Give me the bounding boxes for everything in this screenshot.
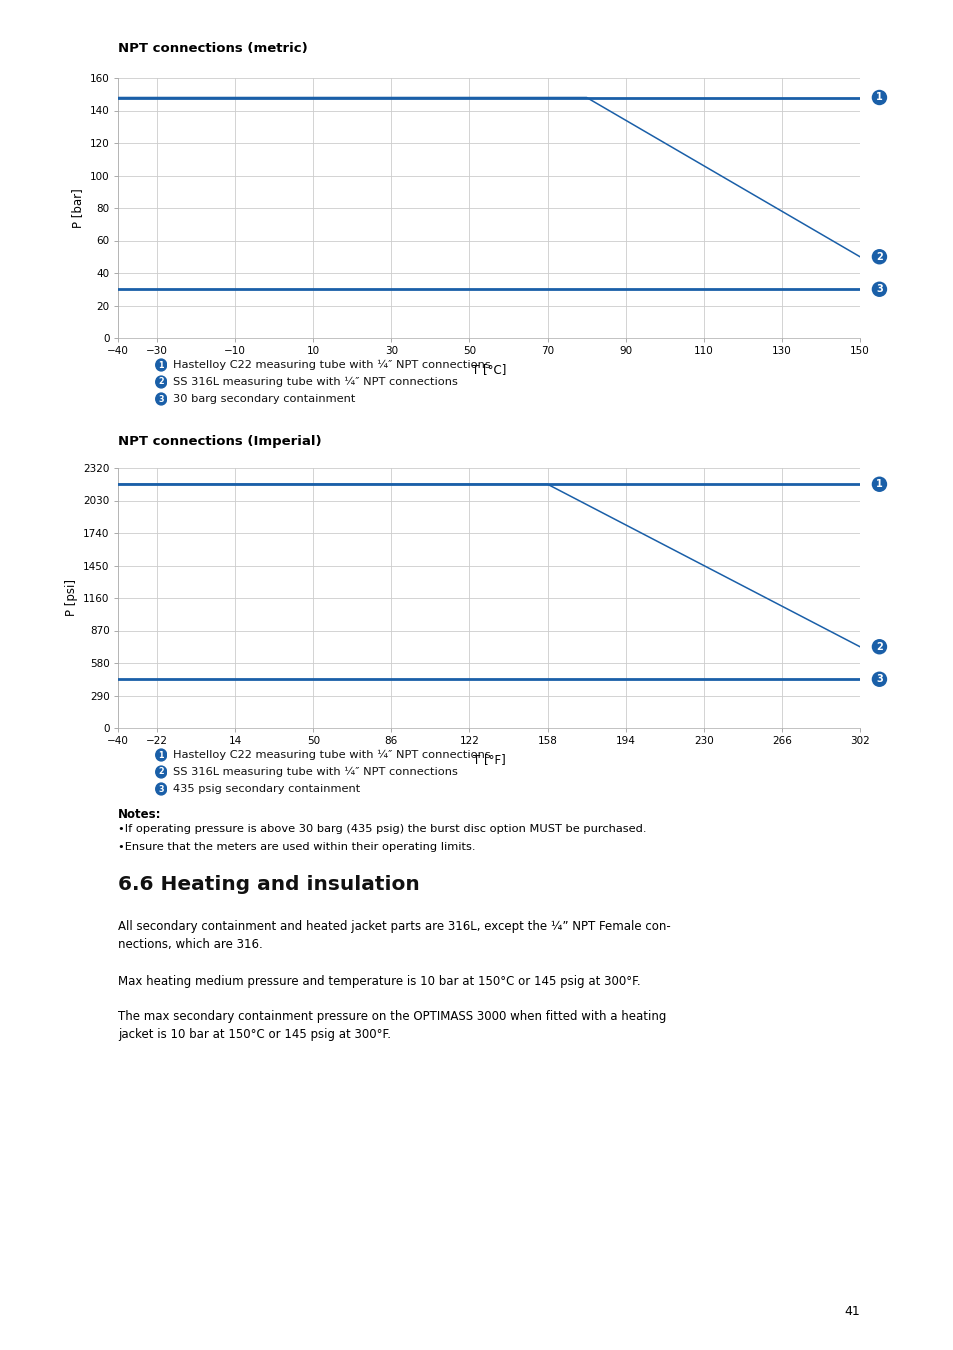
X-axis label: T [°C]: T [°C]	[472, 363, 506, 377]
Text: 1: 1	[158, 360, 164, 370]
Text: The max secondary containment pressure on the OPTIMASS 3000 when fitted with a h: The max secondary containment pressure o…	[118, 1010, 666, 1041]
Circle shape	[155, 783, 167, 795]
Text: 1: 1	[875, 479, 882, 489]
Text: 3: 3	[875, 285, 882, 294]
Text: 2: 2	[875, 641, 882, 652]
Text: 435 psig secondary containment: 435 psig secondary containment	[172, 784, 360, 794]
Text: 3: 3	[158, 784, 164, 794]
Y-axis label: P [psi]: P [psi]	[65, 579, 77, 617]
X-axis label: T [°F]: T [°F]	[472, 753, 505, 767]
Text: Hastelloy C22 measuring tube with ¼″ NPT connections: Hastelloy C22 measuring tube with ¼″ NPT…	[172, 360, 491, 370]
Circle shape	[155, 393, 167, 405]
Text: 2: 2	[158, 378, 164, 386]
Text: 2: 2	[158, 768, 164, 776]
Text: Notes:: Notes:	[118, 809, 161, 821]
Text: 3: 3	[158, 394, 164, 404]
Text: 1: 1	[158, 751, 164, 760]
Text: 3: 3	[875, 674, 882, 684]
Text: 1: 1	[875, 93, 882, 103]
Text: All secondary containment and heated jacket parts are 316L, except the ¼” NPT Fe: All secondary containment and heated jac…	[118, 919, 670, 950]
Text: SS 316L measuring tube with ¼″ NPT connections: SS 316L measuring tube with ¼″ NPT conne…	[172, 377, 457, 387]
Text: NPT connections (metric): NPT connections (metric)	[118, 42, 308, 55]
Text: •If operating pressure is above 30 barg (435 psig) the burst disc option MUST be: •If operating pressure is above 30 barg …	[118, 824, 646, 834]
Text: Max heating medium pressure and temperature is 10 bar at 150°C or 145 psig at 30: Max heating medium pressure and temperat…	[118, 975, 640, 988]
Circle shape	[155, 359, 167, 371]
Text: 6.6 Heating and insulation: 6.6 Heating and insulation	[118, 875, 419, 894]
Text: •Ensure that the meters are used within their operating limits.: •Ensure that the meters are used within …	[118, 842, 475, 852]
Text: 30 barg secondary containment: 30 barg secondary containment	[172, 394, 355, 404]
Circle shape	[155, 765, 167, 778]
Y-axis label: P [bar]: P [bar]	[71, 188, 84, 228]
Circle shape	[155, 377, 167, 387]
Text: NPT connections (Imperial): NPT connections (Imperial)	[118, 435, 321, 448]
Text: 2: 2	[875, 251, 882, 262]
Text: SS 316L measuring tube with ¼″ NPT connections: SS 316L measuring tube with ¼″ NPT conne…	[172, 767, 457, 778]
Text: 41: 41	[843, 1305, 859, 1318]
Text: Hastelloy C22 measuring tube with ¼″ NPT connections: Hastelloy C22 measuring tube with ¼″ NPT…	[172, 749, 491, 760]
Circle shape	[155, 749, 167, 761]
